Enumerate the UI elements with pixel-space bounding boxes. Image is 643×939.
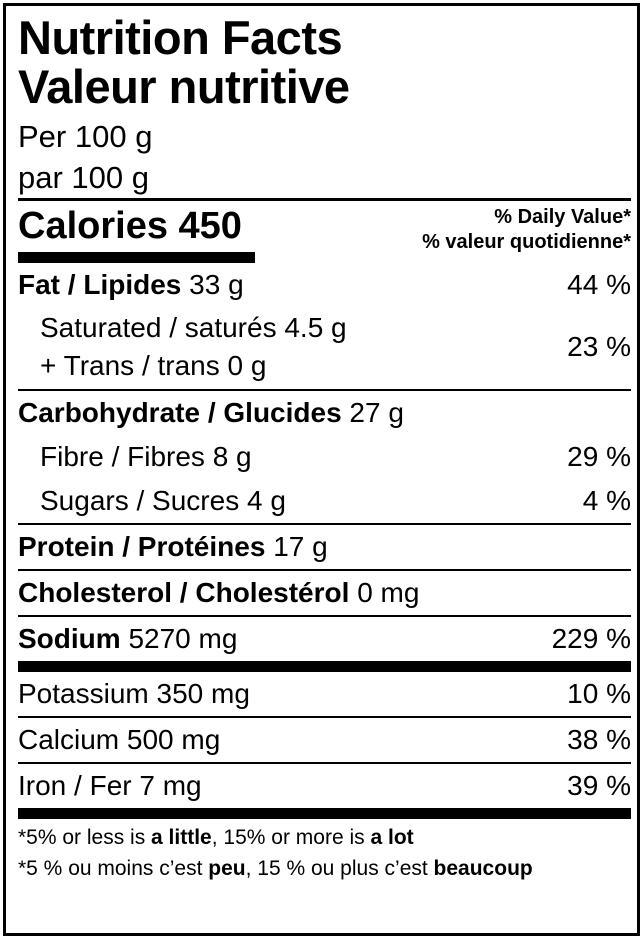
row-fat-name: Fat / Lipides 33 g [18,267,244,302]
row-potassium-pct: 10 % [567,678,631,709]
footnote-french: *5 % ou moins c’est peu, 15 % ou plus c’… [18,854,631,885]
footnote-english: *5% or less is a little, 15% or more is … [18,823,631,854]
row-sugars-pct: 4 % [582,485,631,516]
row-fat-name-bold: Fat / Lipides [18,269,182,300]
row-saturated-trans-pct: 23 % [567,331,631,362]
footnote-fr-bold1: peu [208,857,246,880]
label-content: Nutrition Facts Valeur nutritive Per 100… [18,12,631,885]
row-saturated-trans: Saturated / saturés 4.5 g + Trans / tran… [18,307,631,389]
row-iron-name: Iron / Fer 7 mg [18,770,202,801]
serving-size-english: Per 100 g [18,119,153,154]
rule-above-footnote [18,808,631,819]
calories-block: Calories 450 % Daily Value* % valeur quo… [18,201,631,255]
row-carbohydrate: Carbohydrate / Glucides 27 g [18,391,631,435]
row-cholesterol-name-bold: Cholesterol / Cholestérol [18,577,350,608]
row-calcium-name: Calcium 500 mg [18,724,221,755]
footnote-fr-part2: , 15 % ou plus c’est [245,857,434,880]
row-potassium: Potassium 350 mg 10 % [18,672,631,716]
label-border-box: Nutrition Facts Valeur nutritive Per 100… [3,3,640,936]
row-fibre: Fibre / Fibres 8 g 29 % [18,435,631,479]
row-carbohydrate-name-bold: Carbohydrate / Glucides [18,397,342,428]
row-sugars-name: Sugars / Sucres 4 g [40,485,286,516]
row-sodium: Sodium 5270 mg 229 % [18,617,631,661]
row-fat: Fat / Lipides 33 g 44 % [18,263,631,307]
row-saturated-name: Saturated / saturés 4.5 g [40,312,347,343]
footnote-en-part1: *5% or less is [18,826,152,849]
rule-above-carbohydrate [18,389,631,391]
row-iron: Iron / Fer 7 mg 39 % [18,764,631,808]
row-sugars: Sugars / Sucres 4 g 4 % [18,479,631,523]
footnote-en-bold2: a lot [370,826,414,849]
row-carbohydrate-amount: 27 g [349,397,404,428]
row-fat-pct: 44 % [567,269,631,300]
row-cholesterol-amount: 0 mg [357,577,420,608]
row-fibre-pct: 29 % [567,441,631,472]
rule-above-sodium [18,615,631,617]
footnote-en-bold1: a little [151,826,212,849]
row-sodium-amount: 5270 mg [128,623,238,654]
row-fat-amount: 33 g [189,269,244,300]
row-sodium-pct: 229 % [551,623,631,654]
rule-above-cholesterol [18,569,631,571]
daily-value-french: % valeur quotidienne* [422,231,631,253]
footnote-fr-part1: *5 % ou moins c’est [18,857,209,880]
row-cholesterol: Cholesterol / Cholestérol 0 mg [18,571,631,615]
row-saturated-trans-lines: Saturated / saturés 4.5 g + Trans / tran… [18,309,347,385]
row-protein-amount: 17 g [273,531,328,562]
row-trans-name: + Trans / trans 0 g [40,350,267,381]
row-fibre-name: Fibre / Fibres 8 g [40,441,252,472]
serving-size-french: par 100 g [18,160,149,195]
row-protein-name: Protein / Protéines 17 g [18,529,328,564]
row-protein: Protein / Protéines 17 g [18,525,631,569]
rule-above-iron [18,762,631,764]
row-cholesterol-name: Cholesterol / Cholestérol 0 mg [18,575,419,610]
footnote-fr-bold2: beaucoup [433,857,533,880]
row-calcium: Calcium 500 mg 38 % [18,718,631,762]
title-french: Valeur nutritive [18,60,350,113]
rule-above-calories [18,198,631,201]
rule-above-micronutrients [18,661,631,672]
rule-above-protein [18,523,631,525]
daily-value-english: % Daily Value* [494,206,631,228]
title-english: Nutrition Facts [18,11,343,64]
row-carbohydrate-name: Carbohydrate / Glucides 27 g [18,395,404,430]
row-sodium-name: Sodium 5270 mg [18,621,237,656]
row-iron-pct: 39 % [567,770,631,801]
row-potassium-name: Potassium 350 mg [18,678,250,709]
row-calcium-pct: 38 % [567,724,631,755]
row-sodium-name-bold: Sodium [18,623,121,654]
footnote-en-part2: , 15% or more is [211,826,371,849]
rule-above-calcium [18,716,631,718]
daily-value-header: % Daily Value* % valeur quotidienne* [422,205,631,255]
calories-value: Calories 450 [18,205,242,247]
row-protein-name-bold: Protein / Protéines [18,531,266,562]
calories-underbar [18,252,255,263]
footnote-block: *5% or less is a little, 15% or more is … [18,819,631,885]
